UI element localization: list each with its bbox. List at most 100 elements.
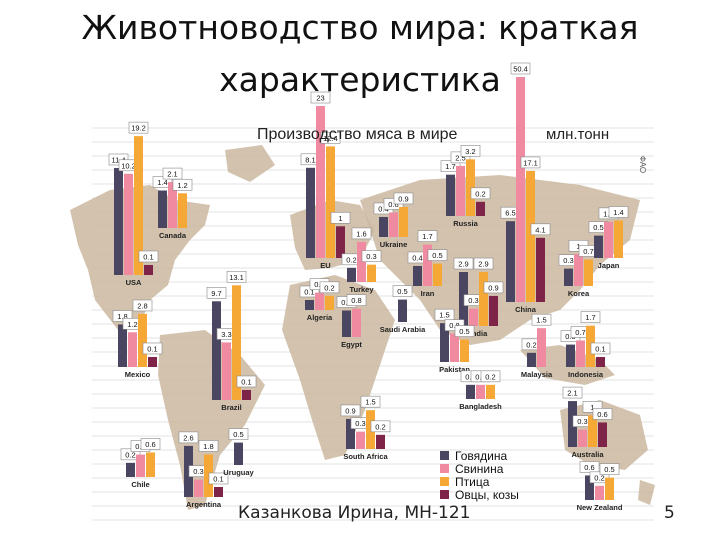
page-number: 5 [664,503,675,523]
value-label-box [310,91,331,104]
bar-malaysia-pork [537,328,546,367]
value-label-box [589,471,610,484]
value-label-box [562,386,583,399]
value-label-box [473,257,494,270]
bar-indonesia-beef [566,344,575,367]
value-label-box [351,227,372,240]
country-label-eu: EU [320,261,330,270]
country-label-india: India [470,329,488,338]
value-label-box [450,151,471,164]
value-label-canada-poultry: 1.2 [177,181,187,190]
value-label-algeria-pork: 0.3 [314,280,324,289]
value-label-canada-beef: 1.4 [157,178,167,187]
value-label-box [112,310,133,322]
value-label-box [453,257,474,270]
value-label-india-pork: 0.3 [468,296,478,305]
value-label-box [132,299,153,312]
bar-eu-sheep [336,226,345,258]
country-label-malaysia: Malaysia [521,370,553,379]
value-label-saudi-arabia-beef: 0.5 [397,287,407,296]
value-label-india-beef: 2.9 [458,260,468,269]
value-label-box [178,431,199,444]
bar-ukraine-poultry [399,206,408,237]
bar-mexico-sheep [148,356,157,367]
bar-algeria-beef [305,299,314,310]
value-label-box [172,178,193,191]
country-label-south-africa: South Africa [343,452,388,461]
country-label-iran: Iran [421,289,435,298]
bar-china-sheep [536,237,545,302]
map-greenland [225,145,275,182]
bar-china-poultry [526,170,535,302]
value-label-japan-pork: 1.3 [603,209,613,218]
bar-malaysia-beef [527,352,536,367]
value-label-iran-beef: 0.4 [412,253,422,262]
value-label-canada-pork: 2.1 [167,170,177,179]
value-label-egypt-beef: 0.7 [341,298,351,307]
value-label-box [460,145,481,157]
value-label-box [608,206,629,218]
value-label-box [140,438,161,450]
legend-item-beef: Говядина [440,448,519,463]
country-label-indonesia: Indonesia [568,370,604,379]
bar-eu-beef [306,167,315,258]
value-label-box [531,313,552,326]
bar-south-africa-beef [346,418,355,449]
bar-south-africa-sheep [376,434,385,449]
value-label-australia-beef: 2.1 [567,389,577,398]
country-label-japan: Japan [598,261,620,270]
bar-brazil-pork [222,342,231,400]
value-label-box [198,440,219,452]
bar-uruguay-beef [234,442,243,465]
bar-new-zealand-beef [585,475,594,500]
country-label-korea: Korea [568,289,590,298]
value-label-china-pork: 50.4 [513,65,528,74]
legend-swatch-pork [440,464,449,473]
country-group-south-africa: 0.90.3 1.5 0.2 South Africa [340,395,391,461]
value-label-box [520,156,541,169]
value-label-turkey-beef: 0.2 [346,255,356,264]
country-group-malaysia: 0.2 1.5 Malaysia [521,313,553,379]
value-label-eu-sheep: 1 [338,214,342,223]
value-label-korea-beef: 0.3 [563,256,573,265]
bar-turkey-beef [347,267,356,282]
value-label-japan-beef: 0.5 [593,223,603,232]
value-label-usa-pork: 10.2 [121,161,136,170]
country-label-argentina: Argentina [186,500,222,509]
bar-australia-sheep [598,422,607,447]
value-label-russia-beef: 1.7 [445,162,455,171]
bar-eu-poultry [326,146,335,258]
value-label-chile-pork: 0.5 [135,442,145,451]
bar-pakistan-beef [440,323,449,362]
map-new-zealand [638,480,655,505]
value-label-mexico-sheep: 0.1 [147,344,157,353]
value-label-box [470,187,491,200]
bar-usa-poultry [134,136,143,275]
country-group-korea: 0.310.7 Korea [558,240,599,298]
country-label-saudi-arabia: Saudi Arabia [380,325,426,334]
value-label-china-poultry: 17.1 [523,158,538,167]
country-group-japan: 0.51.3 1.4 Japan [588,206,629,270]
value-label-box [427,249,448,261]
value-label-new-zealand-poultry: 0.5 [604,465,614,474]
legend-label-beef: Говядина [455,448,508,463]
source-tag: ФАО [638,155,648,174]
value-label-iran-poultry: 0.5 [432,251,442,260]
value-label-mexico-beef: 1.8 [117,312,127,321]
country-label-canada: Canada [159,231,187,240]
country-label-russia: Russia [453,219,478,228]
value-label-argentina-poultry: 1.8 [203,442,213,451]
value-label-box [361,250,382,262]
bar-ukraine-beef [379,216,388,237]
value-label-new-zealand-pork: 0.2 [594,473,604,482]
bar-new-zealand-pork [595,485,604,500]
bar-russia-beef [446,174,455,216]
value-label-box [599,463,620,475]
map-africa [282,275,395,460]
value-label-korea-pork: 1 [576,242,580,251]
bar-usa-sheep [144,264,153,275]
value-label-box [483,281,504,294]
value-label-box [120,448,141,461]
bar-indonesia-poultry [586,325,595,367]
legend-label-pork: Свинина [455,461,504,476]
